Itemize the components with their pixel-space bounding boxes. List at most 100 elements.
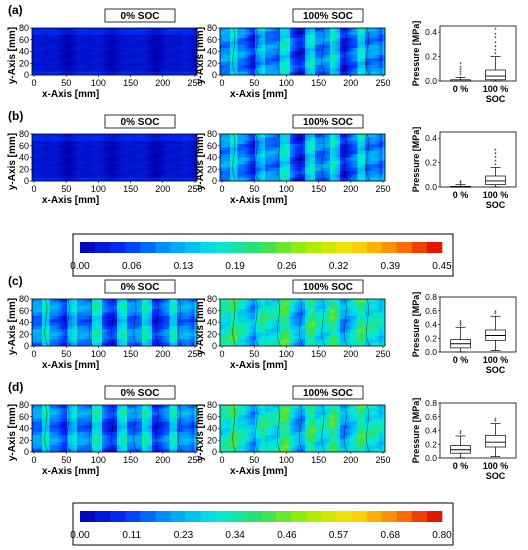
heatmap-cell bbox=[177, 41, 180, 46]
heatmap-cell bbox=[317, 174, 321, 178]
heatmap-cell bbox=[352, 144, 356, 148]
y-tick-label: 60 bbox=[19, 35, 29, 45]
heatmap-cell bbox=[114, 41, 118, 46]
heatmap-cell bbox=[74, 342, 78, 347]
heatmap-cell bbox=[225, 64, 228, 69]
heatmap-cell bbox=[104, 302, 108, 307]
heatmap-cell bbox=[129, 312, 133, 317]
heatmap-cell bbox=[312, 38, 316, 42]
heatmap-cell bbox=[149, 58, 153, 62]
heatmap-cell bbox=[44, 71, 48, 76]
heatmap-cell bbox=[382, 170, 386, 175]
heatmap-cell bbox=[380, 137, 383, 142]
heatmap-cell bbox=[305, 54, 308, 59]
heatmap-cell bbox=[92, 342, 95, 347]
heatmap-cell bbox=[67, 332, 70, 337]
heatmap-cell bbox=[194, 164, 198, 168]
heatmap-cell bbox=[162, 140, 165, 145]
heatmap-cell bbox=[52, 329, 55, 333]
heatmap-cell bbox=[47, 41, 50, 46]
heatmap-cell bbox=[69, 51, 73, 56]
heatmap-cell bbox=[59, 147, 63, 152]
heatmap-cell bbox=[287, 147, 291, 152]
heatmap-cell bbox=[377, 38, 381, 42]
heatmap-cell bbox=[89, 64, 93, 69]
heatmap-cell bbox=[129, 31, 133, 36]
heatmap-cell bbox=[152, 299, 155, 303]
heatmap-cell bbox=[242, 170, 246, 175]
heatmap-cell bbox=[312, 160, 316, 165]
heatmap-cell bbox=[360, 38, 363, 42]
heatmap-cell bbox=[322, 48, 326, 52]
heatmap-cell bbox=[159, 34, 163, 39]
heatmap-cell bbox=[262, 160, 266, 165]
heatmap-cell bbox=[305, 58, 308, 62]
contour-line bbox=[321, 133, 326, 182]
heatmap-cell bbox=[305, 44, 308, 49]
heatmap-cell bbox=[147, 48, 150, 52]
heatmap-cell bbox=[252, 160, 256, 165]
heatmap-cell bbox=[320, 137, 323, 142]
heatmap-cell bbox=[82, 140, 85, 145]
heatmap-cell bbox=[134, 160, 138, 165]
heatmap-cell bbox=[242, 137, 246, 142]
heatmap-cell bbox=[262, 41, 266, 46]
heatmap-cell bbox=[177, 34, 180, 39]
heatmap-cell bbox=[84, 34, 88, 39]
heatmap-cell bbox=[325, 154, 328, 158]
heatmap-cell bbox=[57, 34, 60, 39]
heatmap-cell bbox=[92, 315, 95, 320]
heatmap-cell bbox=[245, 140, 248, 145]
heatmap-cell bbox=[62, 31, 65, 36]
heatmap-cell bbox=[270, 137, 273, 142]
heatmap-cell bbox=[172, 339, 175, 343]
heatmap-cell bbox=[189, 322, 193, 327]
heatmap-cell bbox=[82, 150, 85, 155]
heatmap-cell bbox=[124, 41, 128, 46]
heatmap-cell bbox=[44, 150, 48, 155]
heatmap-cell bbox=[372, 160, 376, 165]
heatmap-cell bbox=[112, 299, 115, 303]
heatmap-cell bbox=[39, 38, 43, 42]
heatmap-cell bbox=[97, 305, 100, 310]
heatmap-cell bbox=[235, 177, 238, 182]
x-tick-label: 0 bbox=[31, 78, 36, 88]
heatmap-cell bbox=[167, 34, 170, 39]
heatmap-cell bbox=[267, 177, 271, 182]
heatmap-cell bbox=[137, 322, 140, 327]
heatmap-cell bbox=[79, 160, 83, 165]
heatmap-cell bbox=[220, 137, 223, 142]
heatmap-cell bbox=[347, 51, 351, 56]
heatmap-cell bbox=[169, 315, 173, 320]
heatmap-cell bbox=[102, 335, 105, 340]
heatmap-cell bbox=[47, 332, 50, 337]
heatmap-cell bbox=[72, 167, 75, 172]
heatmap-cell bbox=[122, 312, 125, 317]
heatmap-cell bbox=[242, 38, 246, 42]
heatmap-cell bbox=[225, 302, 228, 307]
heatmap-cell bbox=[335, 167, 338, 172]
heatmap-cell bbox=[112, 150, 115, 155]
heatmap-cell bbox=[245, 170, 248, 175]
heatmap-cell bbox=[169, 319, 173, 323]
heatmap-cell bbox=[312, 170, 316, 175]
heatmap-cell bbox=[144, 144, 148, 148]
heatmap-cell bbox=[44, 335, 48, 340]
heatmap-cell bbox=[99, 315, 103, 320]
heatmap-cell bbox=[252, 164, 256, 168]
heatmap-cell bbox=[367, 41, 371, 46]
heatmap-cell bbox=[172, 48, 175, 52]
heatmap-cell bbox=[227, 38, 231, 42]
heatmap-cell bbox=[94, 38, 98, 42]
heatmap-cell bbox=[47, 58, 50, 62]
heatmap-cell bbox=[82, 174, 85, 178]
heatmap-cell bbox=[57, 137, 60, 142]
heatmap-cell bbox=[247, 160, 251, 165]
heatmap-cell bbox=[72, 342, 75, 347]
heatmap-cell bbox=[352, 160, 356, 165]
heatmap-cell bbox=[352, 164, 356, 168]
heatmap-cell bbox=[174, 299, 178, 303]
heatmap-cell bbox=[340, 144, 343, 148]
heatmap-cell bbox=[87, 302, 90, 307]
heatmap-cell bbox=[257, 167, 261, 172]
